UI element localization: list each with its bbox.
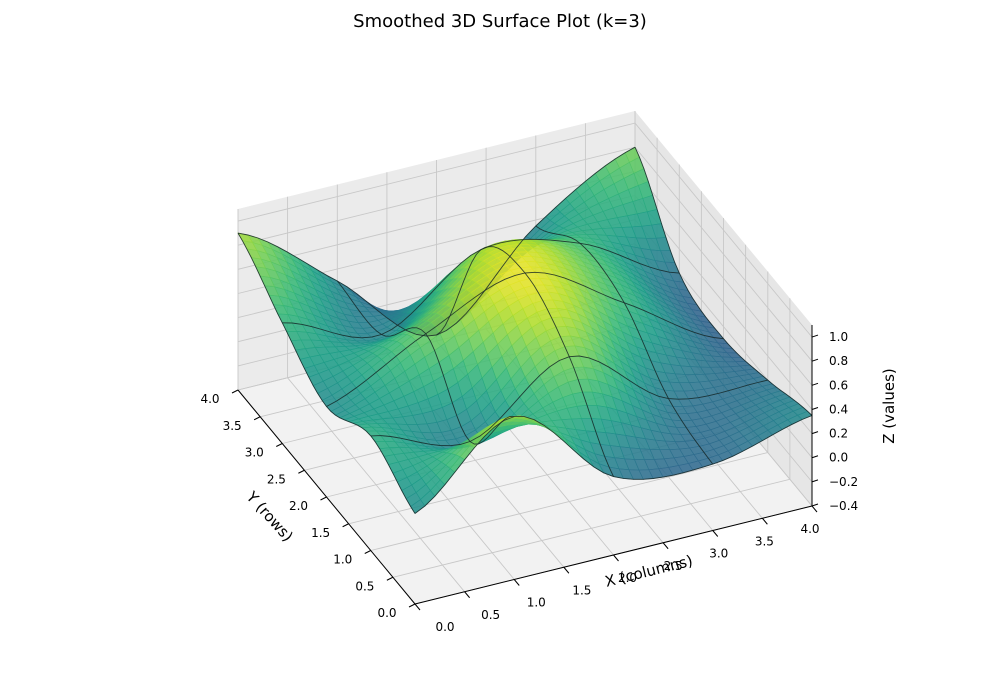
- x-tick-label: 4.0: [800, 522, 819, 536]
- x-tick-mark: [464, 591, 471, 599]
- x-tick-label: 1.5: [572, 583, 591, 597]
- z-tick-mark: [811, 406, 819, 410]
- z-tick-mark: [811, 479, 819, 483]
- x-tick-label: 1.0: [527, 596, 546, 610]
- z-tick-label: 1.0: [829, 330, 848, 344]
- x-tick-mark: [414, 603, 421, 611]
- z-tick-label: 0.2: [829, 427, 848, 441]
- z-tick-label: 0.4: [829, 402, 848, 416]
- y-tick-label: 0.0: [377, 606, 396, 620]
- y-tick-label: 1.5: [311, 526, 330, 540]
- x-tick-mark: [513, 579, 520, 586]
- z-tick-mark: [811, 455, 819, 459]
- y-tick-label: 3.5: [223, 419, 242, 433]
- x-tick-mark: [712, 530, 719, 537]
- z-grid-line: [237, 122, 813, 338]
- axes: 0.00.51.01.52.02.53.03.54.00.00.51.01.52…: [200, 325, 858, 634]
- z-axis-label: Z (values): [880, 368, 898, 444]
- y-tick-label: 2.0: [289, 499, 308, 513]
- y-tick-mark: [408, 603, 416, 608]
- x-tick-mark: [811, 505, 818, 513]
- y-tick-mark: [298, 469, 305, 474]
- x-axis-label: X (columns): [603, 552, 694, 591]
- y-tick-label: 3.0: [245, 446, 264, 460]
- x-tick-mark: [613, 554, 619, 562]
- z-tick-label: 0.8: [829, 354, 848, 368]
- z-tick-label: −0.2: [829, 475, 858, 489]
- y-tick-label: 4.0: [200, 392, 219, 406]
- y-tick-mark: [276, 443, 283, 447]
- wire-line: [282, 238, 680, 339]
- z-tick-label: 0.6: [829, 378, 848, 392]
- z-tick-label: 0.0: [829, 451, 848, 465]
- x-tick-label: 0.0: [435, 620, 454, 634]
- x-tick-mark: [563, 566, 570, 574]
- wire-line: [634, 147, 813, 416]
- y-axis-label: Y (rows): [242, 487, 297, 545]
- z-tick-label: −0.4: [829, 499, 858, 513]
- y-tick-mark: [320, 496, 327, 501]
- wire-line: [326, 271, 724, 407]
- y-tick-label: 2.5: [267, 472, 286, 486]
- chart-title: Smoothed 3D Surface Plot (k=3): [353, 11, 647, 32]
- y-tick-mark: [386, 576, 394, 581]
- x-tick-label: 3.5: [755, 534, 774, 548]
- x-tick-mark: [761, 517, 768, 525]
- wire-line: [535, 225, 714, 465]
- y-tick-mark: [253, 416, 261, 421]
- z-tick-mark: [811, 503, 819, 507]
- surface: [237, 146, 813, 514]
- y-tick-label: 0.5: [355, 579, 374, 593]
- x-tick-label: 2.0: [618, 571, 637, 585]
- wire-line: [237, 146, 636, 337]
- x-tick-label: 2.5: [664, 559, 683, 573]
- z-tick-mark: [811, 334, 819, 338]
- x-tick-label: 0.5: [481, 608, 500, 622]
- x-tick-label: 3.0: [709, 547, 728, 561]
- y-tick-mark: [364, 550, 371, 554]
- y-tick-mark: [231, 389, 239, 394]
- z-tick-mark: [811, 382, 819, 386]
- z-tick-mark: [811, 358, 819, 362]
- z-tick-mark: [811, 431, 819, 435]
- y-tick-mark: [342, 523, 349, 528]
- y-tick-label: 1.0: [333, 553, 352, 567]
- x-tick-mark: [662, 542, 669, 550]
